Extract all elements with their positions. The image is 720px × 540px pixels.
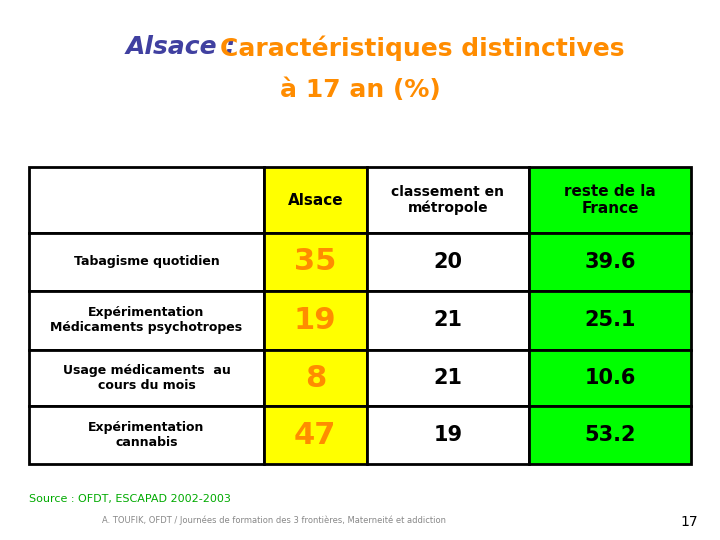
Bar	[366, 350, 529, 407]
Bar	[366, 291, 529, 350]
Bar	[29, 167, 264, 233]
Text: Alsace: Alsace	[287, 193, 343, 207]
Text: à 17 an (%): à 17 an (%)	[279, 78, 441, 102]
Text: 35: 35	[294, 247, 336, 276]
Text: 21: 21	[433, 310, 462, 330]
Text: 21: 21	[433, 368, 462, 388]
Text: Usage médicaments  au
cours du mois: Usage médicaments au cours du mois	[63, 364, 230, 392]
Text: 53.2: 53.2	[585, 426, 636, 446]
Text: reste de la
France: reste de la France	[564, 184, 656, 216]
Bar	[529, 407, 691, 464]
Text: A. TOUFIK, OFDT / Journées de formation des 3 frontières, Materneité et addictio: A. TOUFIK, OFDT / Journées de formation …	[102, 516, 446, 525]
Text: classement en
métropole: classement en métropole	[391, 185, 504, 215]
Bar	[264, 233, 366, 291]
Text: 19: 19	[433, 426, 462, 446]
Text: Expérimentation
Médicaments psychotropes: Expérimentation Médicaments psychotropes	[50, 306, 243, 334]
Bar	[366, 167, 529, 233]
Text: 19: 19	[294, 306, 337, 335]
Bar	[366, 233, 529, 291]
Text: 17: 17	[681, 515, 698, 529]
Bar	[264, 350, 366, 407]
Bar	[264, 291, 366, 350]
Text: Expérimentation
cannabis: Expérimentation cannabis	[88, 421, 204, 449]
Bar	[29, 407, 264, 464]
Text: Source : OFDT, ESCAPAD 2002-2003: Source : OFDT, ESCAPAD 2002-2003	[29, 494, 230, 504]
Bar	[29, 291, 264, 350]
Text: 47: 47	[294, 421, 336, 450]
Bar	[29, 350, 264, 407]
Bar	[366, 407, 529, 464]
Text: 20: 20	[433, 252, 462, 272]
Text: 25.1: 25.1	[585, 310, 636, 330]
Bar	[29, 233, 264, 291]
Text: 39.6: 39.6	[585, 252, 636, 272]
Text: Tabagisme quotidien: Tabagisme quotidien	[73, 255, 220, 268]
Text: 10.6: 10.6	[585, 368, 636, 388]
Text: 8: 8	[305, 364, 326, 393]
Bar	[529, 167, 691, 233]
Bar	[264, 407, 366, 464]
Text: Caractéristiques distinctives: Caractéristiques distinctives	[220, 35, 624, 60]
Bar	[529, 350, 691, 407]
Bar	[264, 167, 366, 233]
Text: Alsace :: Alsace :	[126, 35, 245, 59]
Bar	[529, 291, 691, 350]
Bar	[529, 233, 691, 291]
